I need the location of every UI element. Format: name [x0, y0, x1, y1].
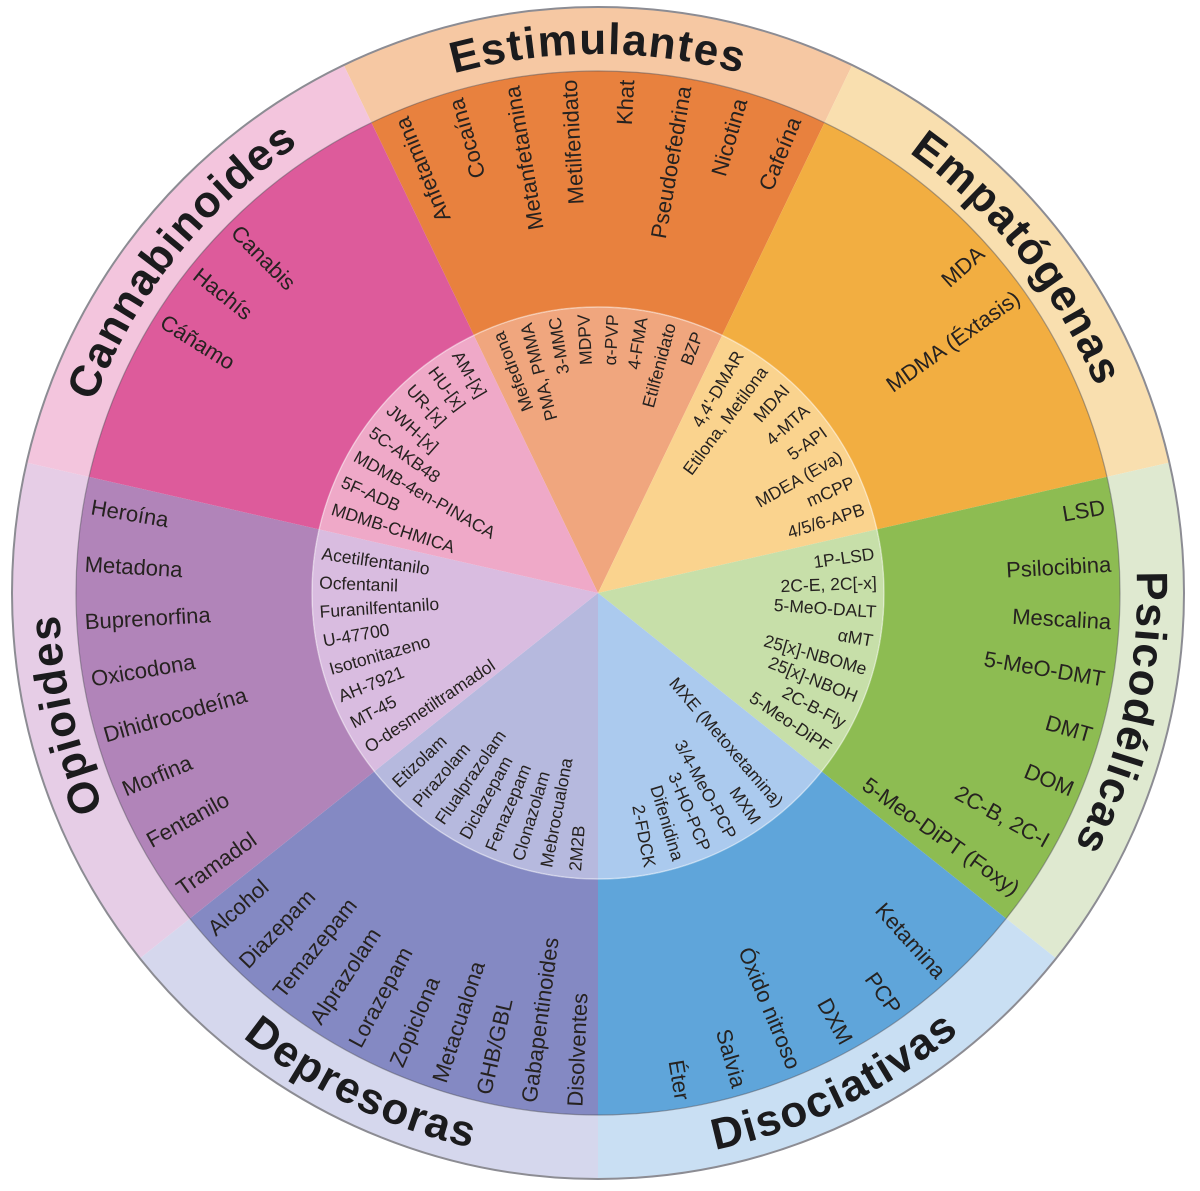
empatogenas-middle-ring — [722, 122, 1107, 530]
disociativas-middle-ring — [598, 771, 1007, 1115]
depresoras-middle-ring — [189, 771, 598, 1115]
disociativas-inner-wedge — [598, 593, 822, 879]
estimulantes-novel-drug-label: α-PVP — [600, 314, 623, 366]
cannabinoides-inner-wedge — [319, 335, 598, 593]
estimulantes-inner-wedge — [473, 306, 723, 593]
psicodelicas-drug-label: Psilocibina — [1005, 552, 1112, 583]
estimulantes-novel-drug-label: MDPV — [573, 314, 596, 366]
depresoras-outer-band — [139, 918, 598, 1179]
empatogenas-inner-wedge — [598, 335, 877, 593]
cannabinoides-outer-band — [26, 65, 372, 477]
opioides-middle-ring — [76, 476, 375, 919]
psicodelicas-inner-wedge — [598, 529, 884, 772]
cannabinoides-middle-ring — [89, 122, 474, 530]
psicodelicas-outer-band — [1006, 462, 1185, 959]
opioides-outer-band — [11, 462, 190, 959]
estimulantes-drug-label: Khat — [612, 79, 639, 126]
opioides-drug-label: Metadona — [84, 552, 184, 582]
depresoras-drug-label: Disolventes — [562, 992, 592, 1107]
inner-ring-divider — [311, 306, 885, 880]
opioides-inner-wedge — [312, 529, 598, 772]
empatogenas-outer-band — [824, 65, 1170, 477]
psicodelicas-drug-label: Mescalina — [1012, 604, 1113, 635]
depresoras-novel-drug-label: 2M2B — [565, 825, 589, 872]
estimulantes-outer-band — [343, 6, 853, 123]
psicodelicas-novel-drug-label: 2C-E, 2C[-x] — [780, 573, 877, 597]
wheel-outline — [11, 6, 1185, 1180]
depresoras-inner-wedge — [374, 593, 598, 879]
estimulantes-middle-ring — [371, 70, 825, 336]
psicodelicas-middle-ring — [821, 476, 1120, 919]
disociativas-outer-band — [598, 918, 1057, 1179]
opioides-novel-drug-label: Ocfentanil — [319, 573, 398, 596]
outer-band-divider — [75, 70, 1121, 1116]
